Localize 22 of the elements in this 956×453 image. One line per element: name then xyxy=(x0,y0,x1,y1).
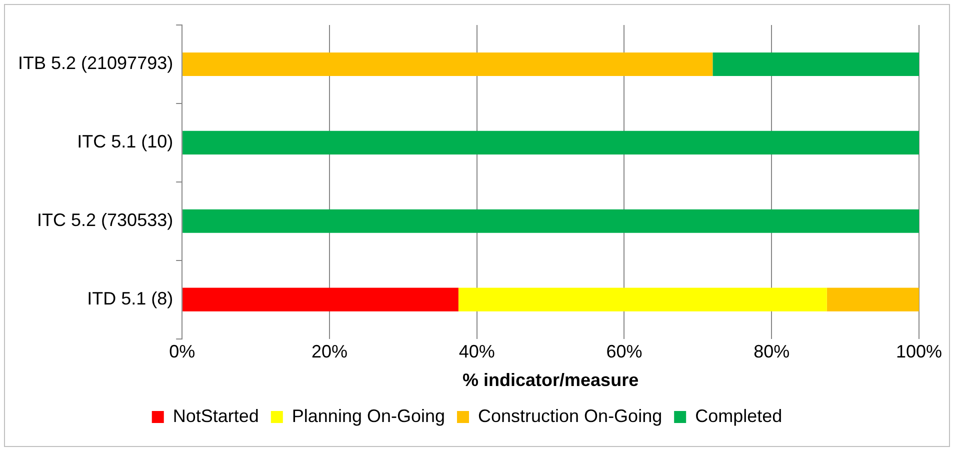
x-tick-label: 100% xyxy=(896,342,942,362)
bar xyxy=(182,52,713,76)
y-tick-label: ITC 5.1 (10) xyxy=(77,132,174,152)
y-tick-label: ITB 5.2 (21097793) xyxy=(18,53,174,74)
x-tick-label: 40% xyxy=(458,342,495,362)
legend-label: Completed xyxy=(695,406,782,426)
x-tick-label: 60% xyxy=(606,342,642,362)
bar xyxy=(182,288,458,312)
x-tick-label: 0% xyxy=(169,342,196,362)
bar xyxy=(712,52,919,76)
bar xyxy=(458,288,827,312)
bar xyxy=(182,130,919,154)
bar xyxy=(182,209,919,233)
x-tick-label: 80% xyxy=(754,342,790,362)
x-tick-label: 20% xyxy=(311,342,348,362)
legend-label: Construction On-Going xyxy=(478,406,662,426)
x-axis-title: % indicator/measure xyxy=(462,370,639,390)
y-tick-label: ITC 5.2 (730533) xyxy=(37,210,174,230)
bar xyxy=(826,288,919,312)
legend-label: NotStarted xyxy=(172,406,259,426)
y-tick-label: ITD 5.1 (8) xyxy=(87,288,174,309)
legend-label: Planning On-Going xyxy=(292,406,446,426)
